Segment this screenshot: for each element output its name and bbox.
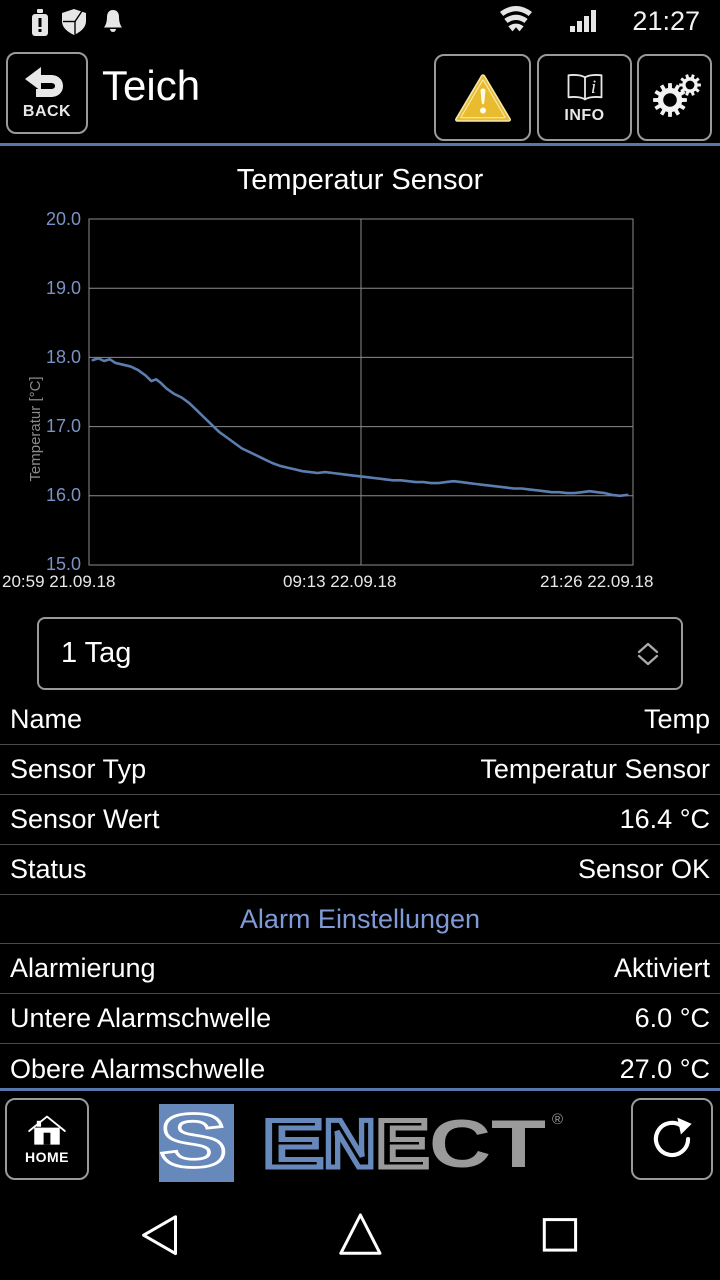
svg-text:20:59 21.09.18: 20:59 21.09.18 [2, 572, 115, 591]
svg-text:S: S [159, 1104, 227, 1182]
svg-text:C: C [429, 1106, 491, 1182]
svg-text:E: E [376, 1106, 429, 1182]
svg-text:16.0: 16.0 [46, 485, 81, 505]
svg-text:15.0: 15.0 [46, 554, 81, 574]
svg-text:19.0: 19.0 [46, 278, 81, 298]
svg-text:21:26 22.09.18: 21:26 22.09.18 [540, 572, 653, 591]
svg-text:09:13 22.09.18: 09:13 22.09.18 [283, 572, 396, 591]
svg-text:®: ® [552, 1111, 563, 1128]
svg-text:T: T [491, 1106, 546, 1182]
svg-text:E: E [263, 1106, 324, 1182]
svg-text:N: N [324, 1106, 376, 1182]
svg-text:Temperatur [°C]: Temperatur [°C] [27, 376, 44, 481]
svg-text:21:27: 21:27 [632, 6, 700, 36]
svg-text:18.0: 18.0 [46, 347, 81, 367]
svg-text:17.0: 17.0 [46, 416, 81, 436]
svg-text:20.0: 20.0 [46, 209, 81, 229]
svg-text:i: i [590, 77, 595, 98]
